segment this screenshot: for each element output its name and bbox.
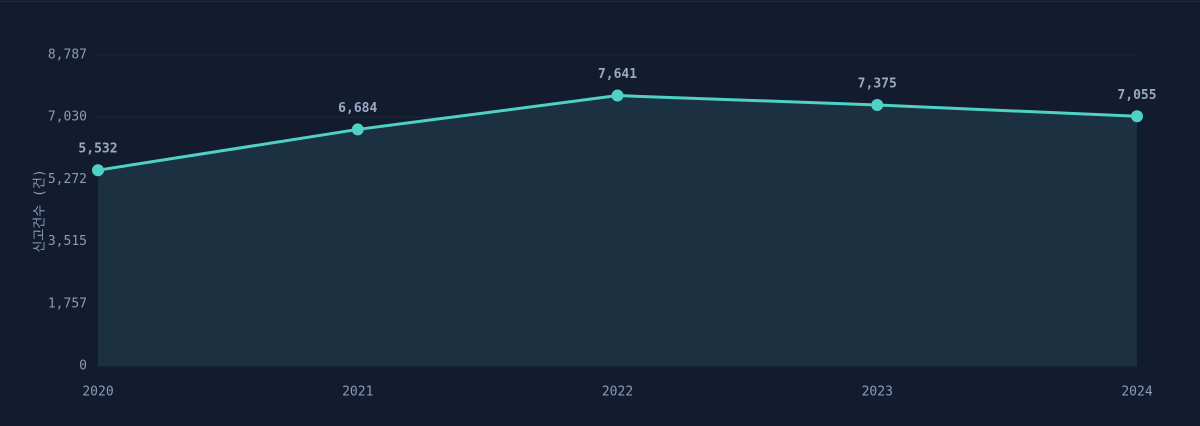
value-label: 5,532 bbox=[78, 142, 117, 157]
y-tick-label: 3,515 bbox=[48, 234, 87, 249]
x-tick-label: 2022 bbox=[602, 385, 633, 400]
point bbox=[611, 89, 624, 102]
y-tick-label: 7,030 bbox=[48, 110, 87, 125]
value-label: 7,055 bbox=[1117, 88, 1156, 103]
y-axis-label: 신고건수 (건) bbox=[33, 169, 48, 252]
x-tick-label: 2021 bbox=[342, 385, 373, 400]
point bbox=[351, 123, 364, 136]
y-tick-label: 8,787 bbox=[48, 48, 87, 63]
y-tick-label: 0 bbox=[79, 359, 87, 374]
point bbox=[1131, 110, 1143, 123]
point bbox=[871, 98, 884, 111]
y-tick-label: 5,272 bbox=[48, 172, 87, 187]
x-tick-label: 2023 bbox=[862, 385, 893, 400]
x-tick-label: 2020 bbox=[82, 385, 113, 400]
y-tick-label: 1,757 bbox=[48, 296, 87, 311]
value-label: 6,684 bbox=[338, 101, 377, 116]
value-label: 7,641 bbox=[598, 67, 637, 82]
area bbox=[98, 95, 1137, 366]
value-label: 7,375 bbox=[858, 76, 897, 91]
point bbox=[92, 164, 104, 177]
x-tick-label: 2024 bbox=[1121, 385, 1152, 400]
